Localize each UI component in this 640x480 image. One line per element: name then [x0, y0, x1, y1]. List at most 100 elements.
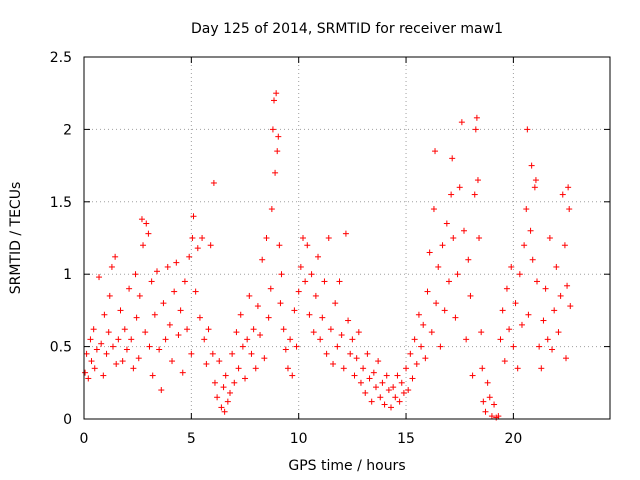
data-point — [495, 413, 502, 420]
data-point — [128, 336, 135, 343]
data-point — [101, 311, 108, 318]
data-point — [394, 372, 401, 379]
data-point — [148, 278, 155, 285]
data-point — [506, 326, 513, 333]
data-point — [467, 292, 474, 299]
data-point — [87, 336, 94, 343]
data-point — [299, 235, 306, 241]
data-point — [403, 365, 410, 372]
data-point — [366, 375, 373, 382]
data-point — [121, 326, 128, 333]
data-point — [93, 346, 100, 353]
data-point — [534, 278, 541, 285]
data-point — [201, 336, 208, 343]
data-point — [119, 358, 126, 365]
data-point — [413, 360, 420, 367]
data-point — [250, 326, 257, 333]
data-point — [525, 311, 532, 318]
data-point — [103, 350, 110, 357]
data-point — [330, 360, 337, 367]
data-point — [135, 355, 142, 362]
data-point — [140, 242, 147, 249]
data-point — [205, 326, 212, 333]
data-point — [536, 343, 543, 350]
data-point — [501, 358, 508, 365]
data-points — [82, 90, 574, 421]
data-point — [220, 384, 227, 391]
data-point — [297, 263, 304, 270]
data-point — [562, 355, 569, 362]
data-point — [542, 285, 549, 292]
data-point — [109, 343, 116, 350]
data-point — [516, 271, 523, 278]
data-point — [465, 256, 472, 263]
data-point — [90, 326, 97, 333]
data-point — [368, 398, 375, 405]
data-point — [306, 311, 313, 318]
data-point — [278, 271, 285, 278]
data-point — [557, 292, 564, 299]
data-point — [105, 329, 112, 336]
data-point — [488, 413, 495, 420]
x-tick-label: 15 — [397, 431, 415, 447]
data-point — [272, 169, 279, 176]
data-point — [275, 133, 282, 140]
plot-frame — [83, 56, 611, 420]
data-point — [514, 365, 521, 372]
data-point — [237, 311, 244, 318]
data-point — [567, 303, 574, 310]
data-point — [271, 97, 278, 104]
data-point — [332, 300, 339, 307]
data-point — [461, 227, 468, 234]
data-point — [388, 404, 395, 411]
data-point — [473, 114, 480, 121]
data-point — [456, 184, 463, 191]
data-point — [171, 288, 178, 295]
data-point — [452, 314, 459, 321]
data-point — [529, 256, 536, 263]
data-point — [353, 355, 360, 362]
data-point — [151, 311, 158, 318]
data-point — [133, 314, 140, 321]
data-point — [531, 184, 538, 191]
data-point — [108, 263, 115, 270]
data-point — [532, 177, 539, 184]
data-point — [360, 365, 367, 372]
data-point — [145, 230, 152, 237]
data-point — [282, 346, 289, 353]
data-point — [437, 343, 444, 350]
data-point — [441, 307, 448, 314]
data-point — [190, 213, 197, 220]
data-point — [254, 303, 261, 310]
data-point — [194, 245, 201, 252]
data-point — [136, 292, 143, 299]
data-point — [546, 235, 553, 241]
x-tick-label: 5 — [187, 431, 196, 447]
data-point — [257, 332, 264, 339]
data-point — [565, 184, 572, 191]
data-point — [143, 220, 150, 227]
data-point — [226, 389, 233, 396]
data-point — [269, 126, 276, 133]
data-point — [334, 343, 341, 350]
data-point — [224, 398, 231, 405]
data-point — [321, 278, 328, 285]
data-point — [164, 263, 171, 270]
data-point — [106, 292, 113, 299]
data-point — [357, 379, 364, 386]
data-point — [364, 350, 371, 357]
data-point — [381, 401, 388, 408]
data-point — [338, 332, 345, 339]
data-point — [82, 369, 89, 376]
grid-lines — [84, 57, 610, 419]
data-point — [430, 206, 437, 213]
x-tick-label: 20 — [504, 431, 522, 447]
data-point — [196, 314, 203, 321]
y-tick-label: 1 — [63, 267, 72, 283]
y-tick-label: 1.5 — [50, 195, 72, 211]
data-point — [454, 271, 461, 278]
x-tick-label: 10 — [290, 431, 308, 447]
data-point — [98, 340, 105, 347]
data-point — [239, 343, 246, 350]
data-point — [484, 379, 491, 386]
